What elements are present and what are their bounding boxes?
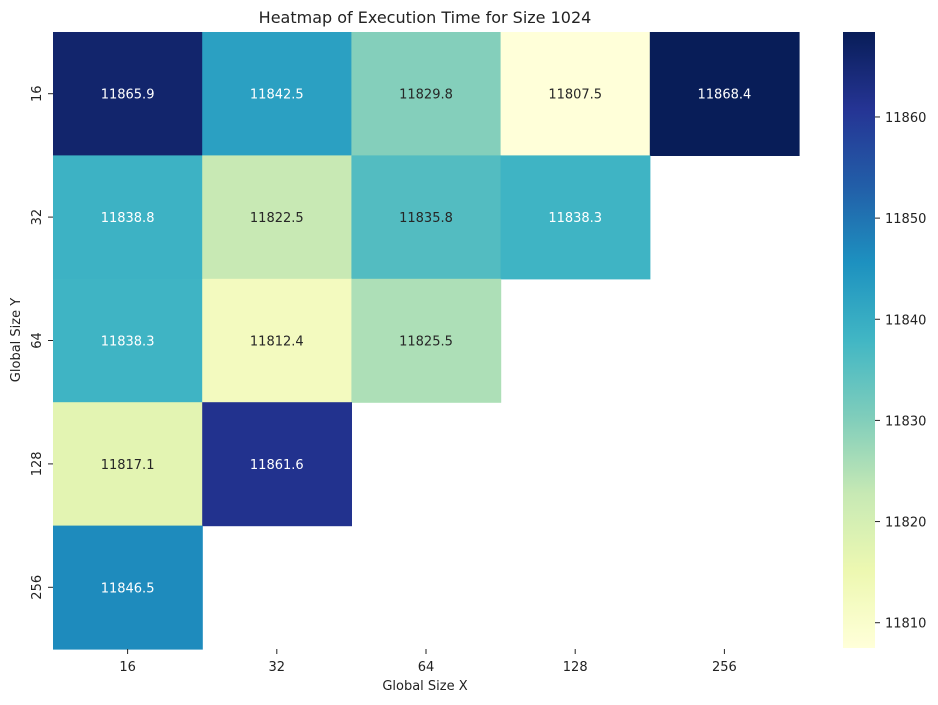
cell-value-label: 11812.4 [250, 335, 304, 350]
colorbar-tick-label: 11840 [885, 313, 926, 328]
x-tick-label: 16 [119, 660, 136, 675]
heatmap-cell [53, 278, 203, 403]
x-tick-label: 32 [269, 660, 286, 675]
heatmap-cell [500, 155, 651, 280]
colorbar-tick-label: 11810 [885, 617, 926, 632]
cell-value-label: 11817.1 [101, 458, 155, 473]
cell-value-label: 11838.3 [101, 335, 155, 350]
cell-value-label: 11838.8 [101, 211, 155, 226]
colorbar: 11810 11820 11830 11840 11850 11860 [843, 32, 926, 648]
heatmap-cell [351, 278, 502, 403]
cell-labels: 11865.9 11842.5 11829.8 11807.5 11868.4 11838… [101, 88, 752, 597]
heatmap-cell [202, 278, 352, 403]
cell-value-label: 11829.8 [399, 88, 453, 103]
x-tick-label: 128 [563, 660, 588, 675]
cell-value-label: 11865.9 [101, 88, 155, 103]
cell-value-label: 11835.8 [399, 211, 453, 226]
cell-value-label: 11838.3 [548, 211, 602, 226]
y-tick-label: 256 [30, 575, 45, 600]
heatmap-cell [351, 32, 502, 156]
heatmap-cell [351, 155, 502, 280]
cell-value-label: 11842.5 [250, 88, 304, 103]
heatmap-cell [53, 402, 203, 527]
heatmap-cells [53, 32, 800, 650]
y-tick-label: 16 [30, 85, 45, 102]
y-axis: 16 32 64 128 256 [30, 85, 53, 600]
heatmap-cell [202, 402, 352, 527]
colorbar-tick-label: 11850 [885, 212, 926, 227]
y-tick-label: 128 [30, 451, 45, 476]
y-axis-label: Global Size Y [9, 298, 24, 382]
cell-value-label: 11807.5 [548, 88, 602, 103]
chart-title: Heatmap of Execution Time for Size 1024 [259, 8, 592, 27]
heatmap-cell [649, 32, 800, 156]
heatmap-cell [53, 32, 203, 156]
colorbar-gradient [843, 32, 875, 648]
colorbar-tick-label: 11860 [885, 111, 926, 126]
x-axis-label: Global Size X [382, 679, 467, 694]
x-tick-label: 256 [712, 660, 737, 675]
heatmap-cell [53, 525, 203, 650]
x-tick-label: 64 [418, 660, 435, 675]
heatmap-cell [202, 155, 352, 280]
cell-value-label: 11861.6 [250, 458, 304, 473]
colorbar-tick-label: 11820 [885, 516, 926, 531]
cell-value-label: 11822.5 [250, 211, 304, 226]
heatmap-cell [500, 32, 651, 156]
heatmap-cell [53, 155, 203, 280]
colorbar-tick-label: 11830 [885, 414, 926, 429]
cell-value-label: 11868.4 [698, 88, 752, 103]
heatmap-cell [202, 32, 352, 156]
cell-value-label: 11846.5 [101, 581, 155, 596]
cell-value-label: 11825.5 [399, 335, 453, 350]
y-tick-label: 32 [30, 209, 45, 226]
y-tick-label: 64 [30, 332, 45, 349]
x-axis: 16 32 64 128 256 [119, 649, 737, 675]
